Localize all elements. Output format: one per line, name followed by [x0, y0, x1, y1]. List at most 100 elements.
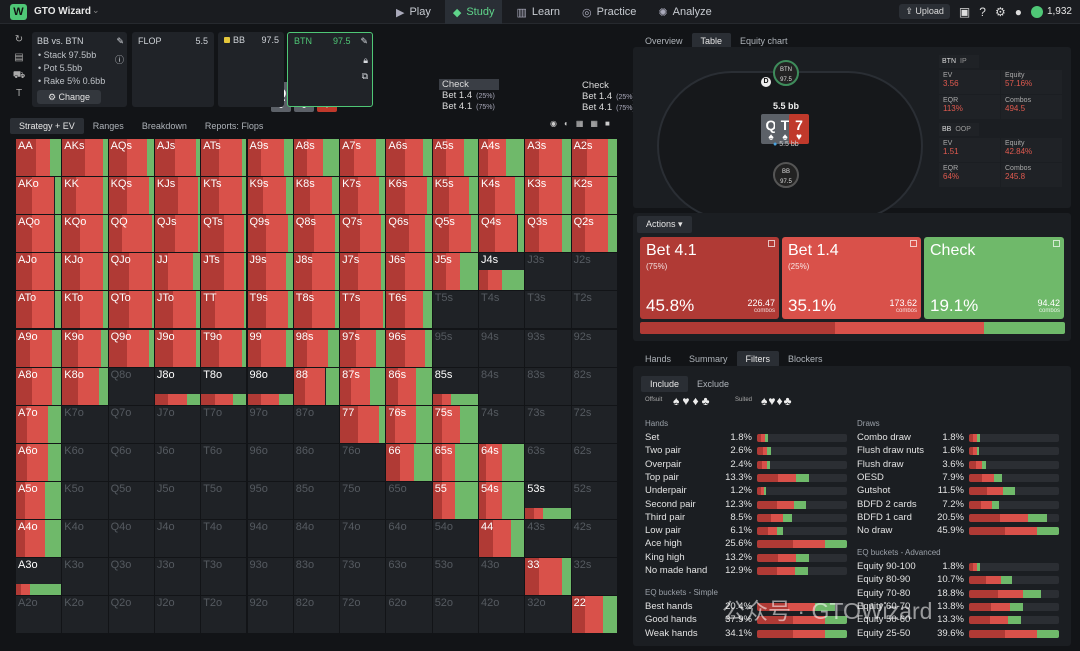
action-check[interactable]: Check 19.1% 94.42 combos [924, 237, 1064, 319]
hand-cell[interactable]: Q3s [525, 215, 571, 253]
suited-icons[interactable]: ♠♥♦♣ [761, 394, 793, 408]
tab-equity-chart[interactable]: Equity chart [731, 33, 797, 49]
hand-cell[interactable]: Q8s [293, 215, 340, 253]
action-bet-4-1[interactable]: Bet 4.1 (75%) 45.8% 226.47 combos [640, 237, 779, 319]
hand-cell[interactable]: K9s [247, 177, 293, 215]
hand-cell[interactable]: 64s [479, 443, 525, 481]
hand-cell[interactable]: KJs [154, 177, 201, 215]
filter-row[interactable]: Top pair 13.3% [645, 472, 752, 485]
hand-cell[interactable]: T2s [571, 291, 617, 329]
hand-cell[interactable]: T6o [201, 443, 247, 481]
nav-study[interactable]: ◆ Study [444, 0, 503, 24]
info-icon[interactable]: ⓘ [114, 55, 124, 65]
hand-cell[interactable]: A2s [571, 139, 617, 177]
filter-row[interactable]: Equity 80-90 10.7% [857, 574, 964, 587]
hand-cell[interactable]: T8o [201, 367, 247, 405]
expand-icon[interactable] [910, 240, 917, 247]
hand-cell[interactable]: A7s [340, 139, 386, 177]
hand-cell[interactable]: Q5s [432, 215, 478, 253]
hand-cell[interactable]: 95s [432, 329, 478, 367]
tab-hands[interactable]: Hands [636, 351, 680, 367]
tab-overview[interactable]: Overview [636, 33, 692, 49]
filter-row[interactable]: Equity 50-60 13.3% [857, 614, 964, 627]
hand-cell[interactable]: 86o [293, 443, 340, 481]
hand-cell[interactable]: 98s [293, 329, 340, 367]
hand-cell[interactable]: QTo [108, 291, 154, 329]
hand-cell[interactable]: 77 [340, 405, 386, 443]
hand-cell[interactable]: J5s [432, 253, 478, 291]
action-bet-1-4[interactable]: Bet 1.4 (25%) 35.1% 173.62 combos [782, 237, 921, 319]
hand-cell[interactable]: 92s [571, 329, 617, 367]
node-option[interactable]: Bet 1.4 (25%) [439, 90, 499, 101]
hand-cell[interactable]: Q9s [247, 215, 293, 253]
app-title[interactable]: GTO Wizard [34, 6, 91, 17]
hand-cell[interactable]: Q2o [108, 596, 154, 634]
nav-learn[interactable]: ▥ Learn [508, 0, 568, 24]
hand-cell[interactable]: 94s [479, 329, 525, 367]
hand-cell[interactable]: J2s [571, 253, 617, 291]
tab-table[interactable]: Table [691, 33, 732, 49]
hand-cell[interactable]: 99 [247, 329, 293, 367]
hand-cell[interactable]: 33 [525, 558, 571, 596]
filter-row[interactable]: Low pair 6.1% [645, 525, 752, 538]
hand-cell[interactable]: 44 [479, 520, 525, 558]
hand-cell[interactable]: 85s [432, 367, 478, 405]
grid-large-icon[interactable]: ▦ [590, 119, 598, 128]
hand-cell[interactable]: 42s [571, 520, 617, 558]
hand-cell[interactable]: T4s [479, 291, 525, 329]
hand-cell[interactable]: A5s [432, 139, 478, 177]
node-option[interactable]: Bet 4.1 (75%) [579, 102, 639, 113]
hand-cell[interactable]: 93s [525, 329, 571, 367]
hand-cell[interactable]: A8s [293, 139, 340, 177]
hand-cell[interactable]: J4s [479, 253, 525, 291]
filter-row[interactable]: Underpair 1.2% [645, 485, 752, 498]
hand-cell[interactable]: T4o [201, 520, 247, 558]
hand-cell[interactable]: QJs [154, 215, 201, 253]
hand-cell[interactable]: K8s [293, 177, 340, 215]
hand-cell[interactable]: KTo [62, 291, 108, 329]
hand-cell[interactable]: 43s [525, 520, 571, 558]
hand-cell[interactable]: 83s [525, 367, 571, 405]
hand-cell[interactable]: K9o [62, 329, 108, 367]
hand-cell[interactable]: T6s [386, 291, 432, 329]
hand-cell[interactable]: J8s [293, 253, 340, 291]
hand-cell[interactable]: 62o [386, 596, 432, 634]
hand-cell[interactable]: 65s [432, 443, 478, 481]
hand-cell[interactable]: K5s [432, 177, 478, 215]
nav-practice[interactable]: ◎ Practice [574, 0, 644, 24]
hand-cell[interactable]: 73s [525, 405, 571, 443]
hand-cell[interactable]: Q7o [108, 405, 154, 443]
hand-cell[interactable]: K3o [62, 558, 108, 596]
edit-icon[interactable]: ✎ [360, 36, 368, 46]
filter-row[interactable]: Weak hands 34.1% [645, 628, 752, 641]
hand-cell[interactable]: 82s [571, 367, 617, 405]
tab-breakdown[interactable]: Breakdown [133, 118, 196, 134]
hand-cell[interactable]: KJo [62, 253, 108, 291]
hand-cell[interactable]: 53o [432, 558, 478, 596]
copy-icon[interactable]: ⧉ [361, 71, 368, 81]
help-icon[interactable]: ? [979, 4, 986, 19]
hand-cell[interactable]: K4o [62, 520, 108, 558]
text-icon[interactable]: T [15, 88, 23, 99]
hand-cell[interactable]: T7s [340, 291, 386, 329]
hand-cell[interactable]: AKo [16, 177, 62, 215]
change-button[interactable]: ⚙ Change [37, 90, 101, 104]
filter-row[interactable]: No made hand 12.9% [645, 565, 752, 578]
filter-row[interactable]: Gutshot 11.5% [857, 485, 964, 498]
hand-cell[interactable]: AQs [108, 139, 154, 177]
hand-cell[interactable]: 42o [479, 596, 525, 634]
filter-row[interactable]: Two pair 2.6% [645, 445, 752, 458]
hand-cell[interactable]: K3s [525, 177, 571, 215]
hand-cell[interactable]: A8o [16, 367, 62, 405]
hand-cell[interactable]: 32o [525, 596, 571, 634]
nav-analyze[interactable]: ✺ Analyze [650, 0, 719, 24]
hand-cell[interactable]: T3s [525, 291, 571, 329]
bb-node-card[interactable]: BB 97.5 Check Bet 1.4 (25%) Bet 4.1 (75%) [218, 32, 499, 112]
hand-cell[interactable]: QTs [201, 215, 247, 253]
hand-cell[interactable]: A4o [16, 520, 62, 558]
hand-cell[interactable]: 95o [247, 481, 293, 519]
hand-cell[interactable]: AA [16, 139, 62, 177]
actions-dropdown[interactable]: Actions ▾ [637, 216, 692, 233]
hand-cell[interactable]: A3o [16, 558, 62, 596]
hand-cell[interactable]: 75o [340, 481, 386, 519]
